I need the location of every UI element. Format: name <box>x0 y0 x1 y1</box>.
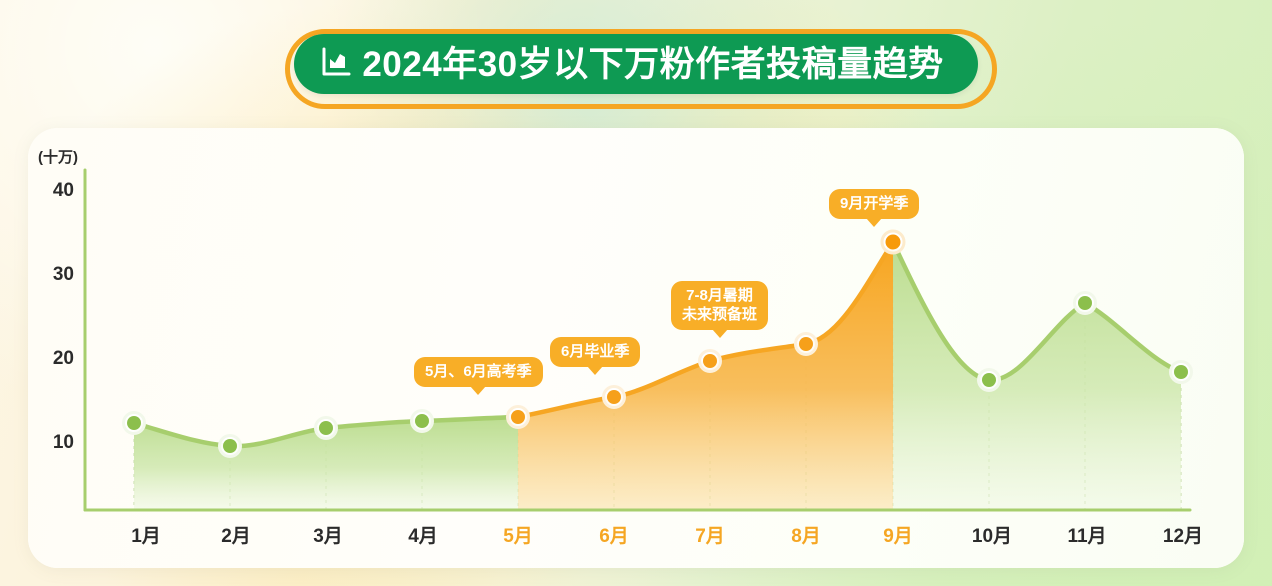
x-tick-3: 3月 <box>313 526 343 547</box>
y-tick-20: 20 <box>53 348 74 369</box>
x-tick-8: 8月 <box>791 526 821 547</box>
x-tick-12: 12月 <box>1163 526 1203 547</box>
annotation-summer-line1: 7-8月暑期 <box>686 287 753 304</box>
x-tick-7: 7月 <box>695 526 725 547</box>
annotation-summer-line2: 未来预备班 <box>682 306 758 324</box>
data-point-6[interactable] <box>602 385 626 409</box>
data-point-7[interactable] <box>698 349 722 373</box>
data-point-3[interactable] <box>314 416 338 440</box>
x-tick-1: 1月 <box>131 526 161 547</box>
x-tick-11: 11月 <box>1067 526 1106 547</box>
title-pill: 2024年30岁以下万粉作者投稿量趋势 <box>285 29 997 109</box>
x-tick-2: 2月 <box>221 526 251 547</box>
area-fill-green-left <box>134 417 518 510</box>
data-point-8[interactable] <box>794 332 818 356</box>
bar-chart-icon <box>320 46 352 83</box>
data-point-4[interactable] <box>410 409 434 433</box>
y-tick-30: 30 <box>53 264 74 285</box>
data-point-5[interactable] <box>506 405 530 429</box>
x-tick-6: 6月 <box>599 526 629 547</box>
annotation-school-start[interactable]: 9月开学季 <box>829 189 920 220</box>
data-point-12[interactable] <box>1169 360 1193 384</box>
axis-lines <box>83 168 1192 512</box>
y-tick-40: 40 <box>53 180 74 201</box>
annotation-summer[interactable]: 7-8月暑期 未来预备班 <box>671 281 769 331</box>
area-fill-orange <box>518 242 893 510</box>
x-tick-4: 4月 <box>408 526 438 547</box>
x-tick-5: 5月 <box>503 526 533 547</box>
area-fill-green-right <box>893 242 1181 510</box>
page-title: 2024年30岁以下万粉作者投稿量趋势 <box>362 44 944 84</box>
annotation-graduation[interactable]: 6月毕业季 <box>550 337 641 368</box>
data-point-1[interactable] <box>122 411 146 435</box>
data-point-2[interactable] <box>218 434 242 458</box>
trend-line-green-right <box>890 239 1184 383</box>
annotation-gaokao[interactable]: 5月、6月高考季 <box>414 357 543 388</box>
data-point-9[interactable] <box>880 229 906 255</box>
title-bar: 2024年30岁以下万粉作者投稿量趋势 <box>0 28 1272 109</box>
x-tick-10: 10月 <box>972 526 1012 547</box>
y-tick-10: 10 <box>53 432 74 453</box>
data-point-11[interactable] <box>1073 291 1097 315</box>
y-axis-unit: (十万) <box>38 148 78 166</box>
data-point-markers <box>122 229 1193 458</box>
data-point-10[interactable] <box>977 368 1001 392</box>
x-tick-9: 9月 <box>883 526 913 547</box>
